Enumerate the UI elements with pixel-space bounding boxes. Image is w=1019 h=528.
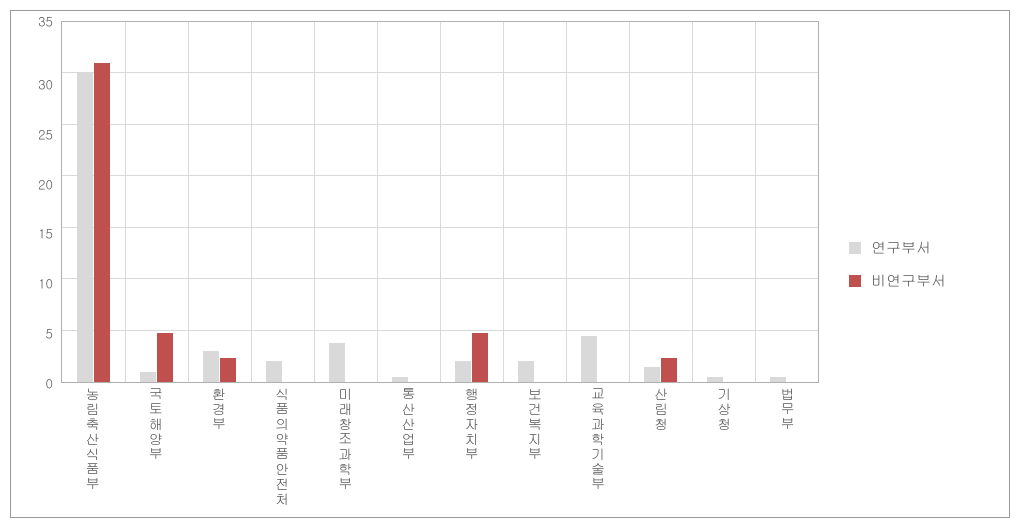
x-label: 국토해양부 <box>124 387 187 507</box>
category-group <box>566 22 629 382</box>
y-tick: 0 <box>46 376 53 389</box>
category-group <box>692 22 755 382</box>
x-label: 농림축산식품부 <box>61 387 124 507</box>
x-label-text: 기상청 <box>714 387 734 432</box>
bar <box>220 358 236 382</box>
category-group <box>503 22 566 382</box>
category-group <box>251 22 314 382</box>
y-tick: 15 <box>38 227 53 240</box>
bar <box>266 361 282 382</box>
x-label-text: 행정자치부 <box>462 387 482 462</box>
x-label-text: 국토해양부 <box>146 387 166 462</box>
x-axis: 농림축산식품부 국토해양부 환경부 식품의약품안전처 미래창조과학부 통산산업부 행정자치부… <box>61 383 819 507</box>
x-label-text: 통산산업부 <box>398 387 418 462</box>
legend-swatch <box>849 275 861 287</box>
x-label: 행정자치부 <box>440 387 503 507</box>
legend-swatch <box>849 242 861 254</box>
bar <box>157 333 173 382</box>
x-label: 식품의약품안전처 <box>251 387 314 507</box>
bar <box>644 367 660 382</box>
bar <box>77 73 93 382</box>
chart-area: 35 30 25 20 15 10 5 0 농림축산식품부 국토해양부 환경부 식품의약품안전처 미래… <box>11 11 829 517</box>
category-group <box>629 22 692 382</box>
bar <box>770 377 786 382</box>
y-axis: 35302520151050 <box>21 21 61 383</box>
x-label-text: 법무부 <box>777 387 797 432</box>
chart-container: 35 30 25 20 15 10 5 0 농림축산식품부 국토해양부 환경부 식품의약품안전처 미래… <box>10 10 1010 518</box>
bar <box>329 343 345 382</box>
y-tick: 35 <box>38 15 53 28</box>
x-label: 미래창조과학부 <box>314 387 377 507</box>
x-label: 환경부 <box>187 387 250 507</box>
category-group <box>188 22 251 382</box>
legend-item: 연구부서 <box>849 237 1009 258</box>
y-tick: 5 <box>46 327 53 340</box>
x-label: 통산산업부 <box>377 387 440 507</box>
legend: 연구부서비연구부서 <box>829 11 1009 517</box>
legend-label: 비연구부서 <box>871 270 946 291</box>
x-label: 교육과학기술부 <box>566 387 629 507</box>
bar <box>707 377 723 382</box>
x-label: 산림청 <box>630 387 693 507</box>
x-label-text: 식품의약품안전처 <box>272 387 292 507</box>
x-label-text: 미래창조과학부 <box>335 387 355 492</box>
bar <box>581 336 597 382</box>
x-label: 법무부 <box>756 387 819 507</box>
x-label: 보건복지부 <box>503 387 566 507</box>
category-group <box>314 22 377 382</box>
category-group <box>377 22 440 382</box>
category-group <box>62 22 125 382</box>
bar <box>518 361 534 382</box>
y-tick: 25 <box>38 127 53 140</box>
y-tick: 30 <box>38 77 53 90</box>
x-label-text: 농림축산식품부 <box>83 387 103 492</box>
bar <box>94 63 110 382</box>
bar <box>140 372 156 382</box>
legend-item: 비연구부서 <box>849 270 1009 291</box>
category-group <box>755 22 818 382</box>
bar <box>472 333 488 382</box>
plot <box>61 21 819 383</box>
x-label-text: 보건복지부 <box>525 387 545 462</box>
x-label-text: 산림청 <box>651 387 671 432</box>
x-label-text: 환경부 <box>209 387 229 432</box>
bar <box>392 377 408 382</box>
y-tick: 20 <box>38 177 53 190</box>
x-label: 기상청 <box>693 387 756 507</box>
category-group <box>440 22 503 382</box>
y-tick: 10 <box>38 277 53 290</box>
bars-layer <box>62 22 818 382</box>
bar <box>455 361 471 382</box>
legend-label: 연구부서 <box>871 237 931 258</box>
category-group <box>125 22 188 382</box>
bar <box>661 358 677 382</box>
plot-container: 35302520151050 <box>21 21 819 383</box>
bar <box>203 351 219 382</box>
x-label-text: 교육과학기술부 <box>588 387 608 492</box>
